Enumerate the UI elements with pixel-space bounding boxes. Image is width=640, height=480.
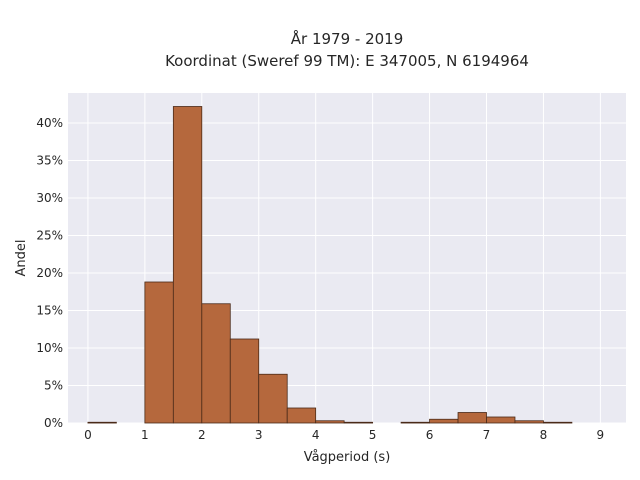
y-tick-label: 30% — [36, 191, 63, 205]
y-tick-label: 40% — [36, 116, 63, 130]
y-tick-label: 0% — [44, 416, 63, 430]
histogram-bar — [400, 421, 430, 424]
histogram-bar — [315, 420, 345, 424]
x-tick-label: 8 — [540, 428, 548, 442]
histogram-bar — [514, 420, 544, 424]
x-tick-label: 3 — [255, 428, 263, 442]
x-tick-label: 6 — [426, 428, 434, 442]
x-tick-label: 0 — [84, 428, 92, 442]
histogram-bar — [258, 373, 288, 424]
histogram-bar — [286, 407, 317, 424]
y-tick-label: 20% — [36, 266, 63, 280]
x-tick-label: 2 — [198, 428, 206, 442]
histogram-bar — [429, 418, 459, 424]
chart-title: År 1979 - 2019 — [291, 29, 404, 48]
histogram-bar — [457, 412, 487, 424]
histogram-bar — [201, 303, 231, 424]
x-tick-label: 1 — [141, 428, 149, 442]
histogram-bar — [172, 106, 203, 424]
y-tick-label: 35% — [36, 154, 63, 168]
y-tick-label: 25% — [36, 229, 63, 243]
y-tick-label: 10% — [36, 341, 63, 355]
chart-subtitle: Koordinat (Sweref 99 TM): E 347005, N 61… — [165, 52, 529, 70]
y-ticks: 0% 5% 10% 15% 20% 25% 30% 35% 40% — [36, 116, 63, 430]
x-tick-label: 7 — [483, 428, 491, 442]
x-axis-label: Vågperiod (s) — [304, 450, 391, 465]
histogram-bar — [229, 338, 260, 424]
x-tick-label: 4 — [312, 428, 320, 442]
x-tick-label: 5 — [369, 428, 377, 442]
x-tick-label: 9 — [597, 428, 605, 442]
bars — [87, 106, 573, 424]
histogram-bar — [486, 416, 516, 424]
y-tick-label: 5% — [44, 379, 63, 393]
histogram-bar — [543, 421, 573, 424]
histogram-bar — [144, 281, 174, 424]
y-tick-label: 15% — [36, 304, 63, 318]
x-ticks: 0 1 2 3 4 5 6 7 8 9 — [84, 428, 604, 442]
y-axis-label: Andel — [14, 240, 29, 277]
histogram-bar — [87, 421, 117, 424]
histogram-bar — [343, 421, 374, 424]
